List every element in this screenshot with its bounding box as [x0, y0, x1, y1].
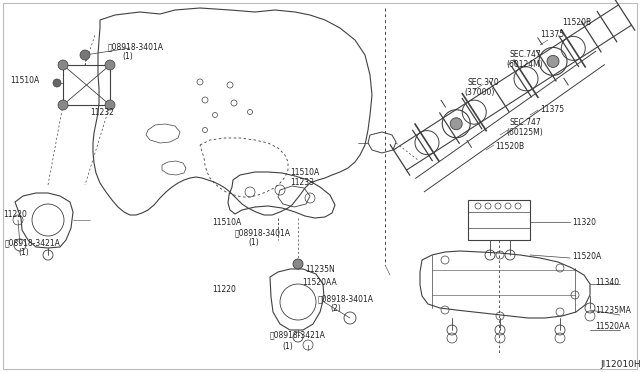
Text: 11510A: 11510A — [290, 168, 319, 177]
Text: 11520B: 11520B — [562, 18, 591, 27]
Text: 11520B: 11520B — [495, 142, 524, 151]
Text: ⓝ08918-3421A: ⓝ08918-3421A — [5, 238, 61, 247]
Text: 11520AA: 11520AA — [595, 322, 630, 331]
Circle shape — [80, 50, 90, 60]
Text: 11235MA: 11235MA — [595, 306, 631, 315]
Text: 11375: 11375 — [540, 30, 564, 39]
Circle shape — [105, 100, 115, 110]
Text: (1): (1) — [18, 248, 29, 257]
Text: (1): (1) — [248, 238, 259, 247]
Text: 11320: 11320 — [572, 218, 596, 227]
Text: ⓝ08918-3401A: ⓝ08918-3401A — [235, 228, 291, 237]
Text: 11220: 11220 — [212, 285, 236, 294]
Circle shape — [58, 60, 68, 70]
Text: 11235N: 11235N — [305, 265, 335, 274]
Text: ⓝ08918-3401A: ⓝ08918-3401A — [318, 294, 374, 303]
Text: (2): (2) — [330, 304, 340, 313]
Text: ⓝ08918-3401A: ⓝ08918-3401A — [108, 42, 164, 51]
Circle shape — [105, 60, 115, 70]
Text: (1): (1) — [282, 342, 292, 351]
Circle shape — [547, 55, 559, 67]
Text: (60125M): (60125M) — [506, 128, 543, 137]
Text: 11510A: 11510A — [212, 218, 241, 227]
Text: SEC.370: SEC.370 — [468, 78, 500, 87]
Text: SEC.747: SEC.747 — [510, 118, 541, 127]
Text: (1): (1) — [122, 52, 132, 61]
Circle shape — [293, 259, 303, 269]
Text: 11510A: 11510A — [10, 76, 39, 85]
Text: 11233: 11233 — [290, 178, 314, 187]
Text: 11520A: 11520A — [572, 252, 601, 261]
Text: SEC.747: SEC.747 — [510, 50, 541, 59]
Text: 11375: 11375 — [540, 105, 564, 114]
Text: 11520AA: 11520AA — [302, 278, 337, 287]
Text: (37000): (37000) — [464, 88, 494, 97]
Text: ⓝ08918-3421A: ⓝ08918-3421A — [270, 330, 326, 339]
Text: JI12010H: JI12010H — [600, 360, 640, 369]
Text: 11340: 11340 — [595, 278, 619, 287]
Text: 11232: 11232 — [90, 108, 114, 117]
Text: (60124M): (60124M) — [506, 60, 543, 69]
Circle shape — [53, 79, 61, 87]
Text: 11220: 11220 — [3, 210, 27, 219]
Circle shape — [58, 100, 68, 110]
Circle shape — [451, 118, 462, 130]
